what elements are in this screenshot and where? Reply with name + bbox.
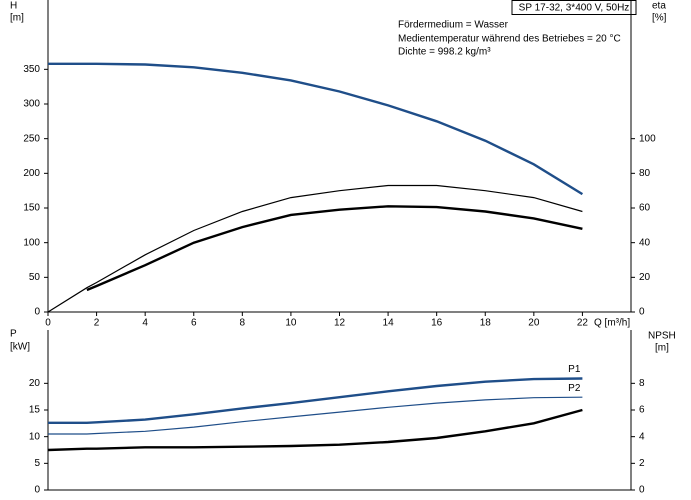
curve xyxy=(47,184,583,313)
x-tick-label: 20 xyxy=(528,318,540,329)
x-tick-label: 22 xyxy=(577,318,589,329)
y2-tick-label: 8 xyxy=(639,378,645,389)
y2-tick-label: 6 xyxy=(639,405,645,416)
y-tick-label: 0 xyxy=(34,485,40,496)
curve xyxy=(48,396,583,435)
curve-label: P2 xyxy=(568,383,581,394)
x-label: Q [m³/h] xyxy=(594,318,630,329)
y2-label: NPSH xyxy=(648,331,676,342)
x-tick-label: 4 xyxy=(142,318,148,329)
y-tick-label: 100 xyxy=(23,237,40,248)
y-tick-label: 0 xyxy=(34,307,40,318)
y-tick-label: 15 xyxy=(29,405,41,416)
x-tick-label: 0 xyxy=(45,318,51,329)
y-label: P xyxy=(10,329,17,340)
x-tick-label: 6 xyxy=(191,318,197,329)
y-unit: [m] xyxy=(10,13,24,24)
curve xyxy=(48,62,584,196)
y-tick-label: 150 xyxy=(23,203,40,214)
y2-unit: [%] xyxy=(652,13,667,24)
y2-tick-label: 2 xyxy=(639,458,645,469)
x-tick-label: 12 xyxy=(334,318,346,329)
y2-tick-label: 100 xyxy=(639,133,656,144)
y-tick-label: 5 xyxy=(34,458,40,469)
subtitle: SP 17-32, 3*400 V, 50Hz xyxy=(519,3,630,14)
y-tick-label: 10 xyxy=(29,431,41,442)
curve-label: P1 xyxy=(568,364,581,375)
y2-tick-label: 60 xyxy=(639,203,651,214)
y-unit: [kW] xyxy=(10,342,30,353)
y2-tick-label: 0 xyxy=(639,307,645,318)
curve xyxy=(48,377,583,424)
y2-tick-label: 80 xyxy=(639,168,651,179)
curve xyxy=(47,408,583,452)
y-tick-label: 250 xyxy=(23,133,40,144)
y-tick-label: 50 xyxy=(29,272,41,283)
y2-tick-label: 0 xyxy=(639,485,645,496)
subtitle-box xyxy=(511,0,637,15)
y2-tick-label: 20 xyxy=(639,272,651,283)
x-tick-label: 10 xyxy=(285,318,297,329)
x-tick-label: 8 xyxy=(240,318,246,329)
curve xyxy=(86,205,583,292)
annotation: Dichte = 998.2 kg/m³ xyxy=(398,47,491,58)
y-tick-label: 350 xyxy=(23,64,40,75)
y2-label: eta xyxy=(652,1,666,12)
y-label: H xyxy=(10,1,17,12)
x-tick-label: 14 xyxy=(383,318,395,329)
annotation: Fördermedium = Wasser xyxy=(398,20,509,31)
x-tick-label: 2 xyxy=(94,318,100,329)
y2-tick-label: 40 xyxy=(639,237,651,248)
y-tick-label: 300 xyxy=(23,99,40,110)
y-tick-label: 200 xyxy=(23,168,40,179)
x-tick-label: 16 xyxy=(431,318,443,329)
y-tick-label: 20 xyxy=(29,378,41,389)
annotation: Medientemperatur während des Betriebes =… xyxy=(398,34,621,45)
y2-unit: [m] xyxy=(655,343,669,354)
y2-tick-label: 4 xyxy=(639,431,645,442)
x-tick-label: 18 xyxy=(480,318,492,329)
